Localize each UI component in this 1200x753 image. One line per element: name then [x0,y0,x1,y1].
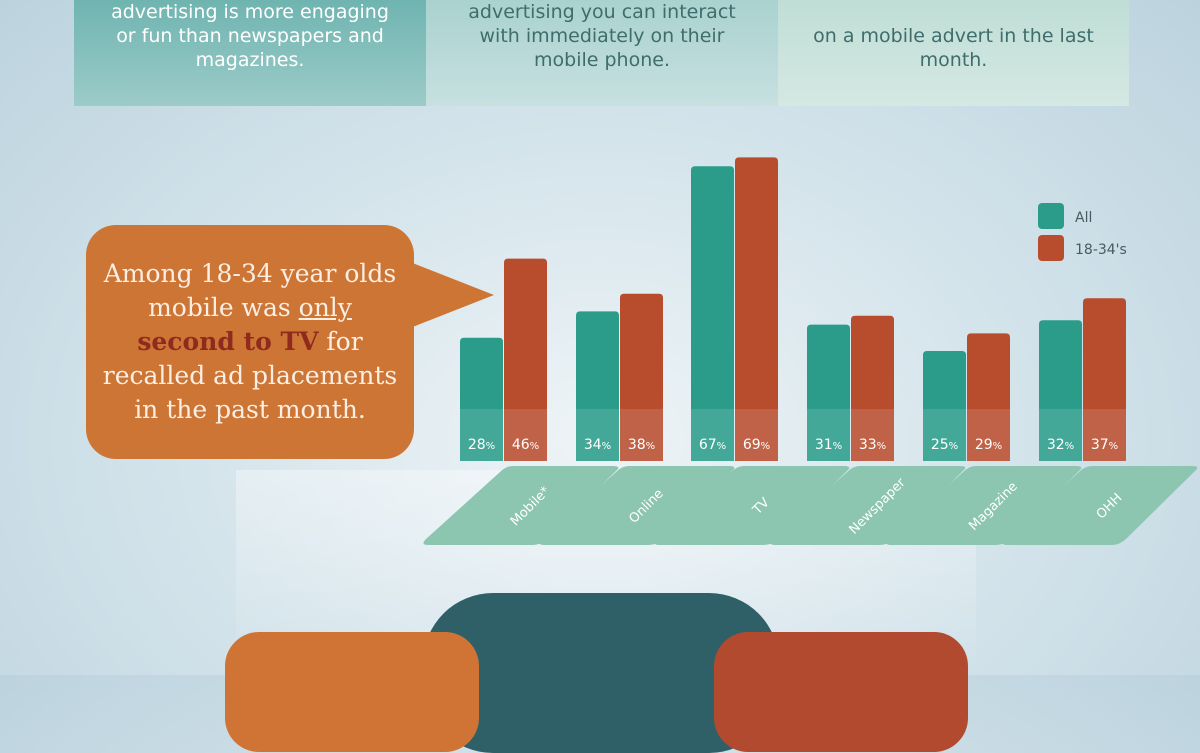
legend-swatch-18-34 [1038,235,1064,261]
data-label: 67% [699,437,726,453]
bar-18-34 [735,157,778,461]
bar-all [460,337,503,461]
category-platform [539,466,735,545]
bar-label-band [967,409,1010,461]
stat-panel-text: advertising you can interact with immedi… [468,1,736,71]
data-label: 46% [512,437,539,453]
bar-label-band [735,409,778,461]
data-label: 32% [1047,437,1074,453]
bar-18-34 [967,333,1010,461]
bar-label-band [1039,409,1082,461]
callout-part: for recalled ad placements in the past m… [102,327,398,424]
data-label: 37% [1091,437,1118,453]
stat-panel-engaging: advertising is more engaging or fun than… [74,0,426,106]
bar-18-34 [1083,298,1126,461]
legend-swatch-all [1038,203,1064,229]
stat-panel-text: on a mobile advert in the last month. [813,25,1094,71]
bar-label-band [851,409,894,461]
bar-all [807,324,850,461]
callout-bubble: Among 18-34 year olds mobile was only se… [86,225,414,459]
category-platform [770,466,966,545]
data-label: 38% [628,437,655,453]
category-platform [423,466,619,545]
stat-panel-text: advertising is more engaging or fun than… [111,1,389,71]
data-label: 28% [468,437,495,453]
bar-all [576,311,619,461]
category-platform [654,466,850,545]
legend-label-18-34: 18-34's [1075,242,1127,258]
stat-panel-interact: advertising you can interact with immedi… [426,0,778,106]
legend-label-all: All [1075,210,1092,226]
bar-18-34 [851,315,894,461]
category-platform [886,466,1082,545]
bar-all [691,166,734,461]
data-label: 25% [931,437,958,453]
data-label: 31% [815,437,842,453]
bar-label-band [1083,409,1126,461]
bar-18-34 [504,258,547,461]
bar-label-band [504,409,547,461]
callout-part: Among 18-34 year olds mobile was [103,259,397,322]
bar-label-band [807,409,850,461]
callout-text: Among 18-34 year olds mobile was only se… [86,257,414,427]
callout-underlined: only [298,293,352,322]
bar-18-34 [620,293,663,461]
data-label: 69% [743,437,770,453]
data-label: 29% [975,437,1002,453]
bar-label-band [460,409,503,461]
bar-label-band [923,409,966,461]
bar-all [923,351,966,461]
callout-tail [410,262,494,328]
data-label: 33% [859,437,886,453]
bar-label-band [620,409,663,461]
bottom-right-shape [714,632,968,752]
bar-label-band [691,409,734,461]
stat-panel-clicked: on a mobile advert in the last month. [778,0,1129,106]
bar-label-band [576,409,619,461]
data-label: 34% [584,437,611,453]
category-platform [1002,466,1198,545]
callout-highlight: second to TV [137,327,319,356]
bar-all [1039,320,1082,461]
bottom-left-shape [225,632,479,752]
